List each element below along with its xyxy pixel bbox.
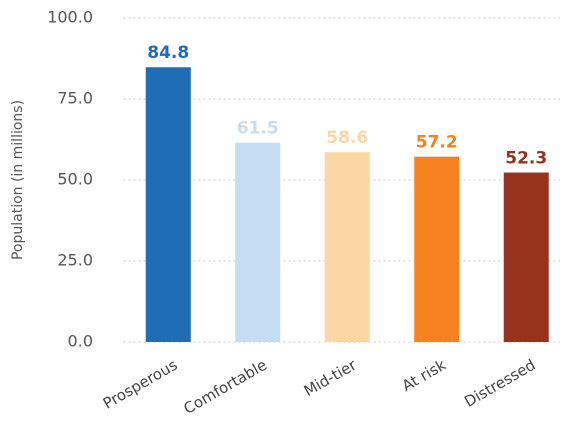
bar xyxy=(414,156,460,342)
y-tick-label: 25.0 xyxy=(57,251,93,270)
x-tick-label: Comfortable xyxy=(181,356,270,418)
y-tick-label: 50.0 xyxy=(57,170,93,189)
bar xyxy=(145,67,191,343)
x-tick-label: Distressed xyxy=(461,356,538,411)
value-label: 61.5 xyxy=(237,119,279,139)
x-tick-label: Mid-tier xyxy=(301,355,361,400)
y-axis-label: Population (in millions) xyxy=(10,100,26,260)
value-label: 57.2 xyxy=(416,133,458,153)
y-tick-label: 75.0 xyxy=(57,89,93,108)
bar xyxy=(503,172,549,342)
x-tick-label: Prosperous xyxy=(100,356,181,413)
value-label: 52.3 xyxy=(505,149,547,169)
x-tick-label: At risk xyxy=(399,356,449,395)
bar xyxy=(324,152,370,342)
value-label: 58.6 xyxy=(326,128,368,148)
y-tick-label: 100.0 xyxy=(47,8,93,27)
y-tick-label: 0.0 xyxy=(68,332,93,351)
bar xyxy=(235,142,281,342)
value-label: 84.8 xyxy=(147,43,189,63)
